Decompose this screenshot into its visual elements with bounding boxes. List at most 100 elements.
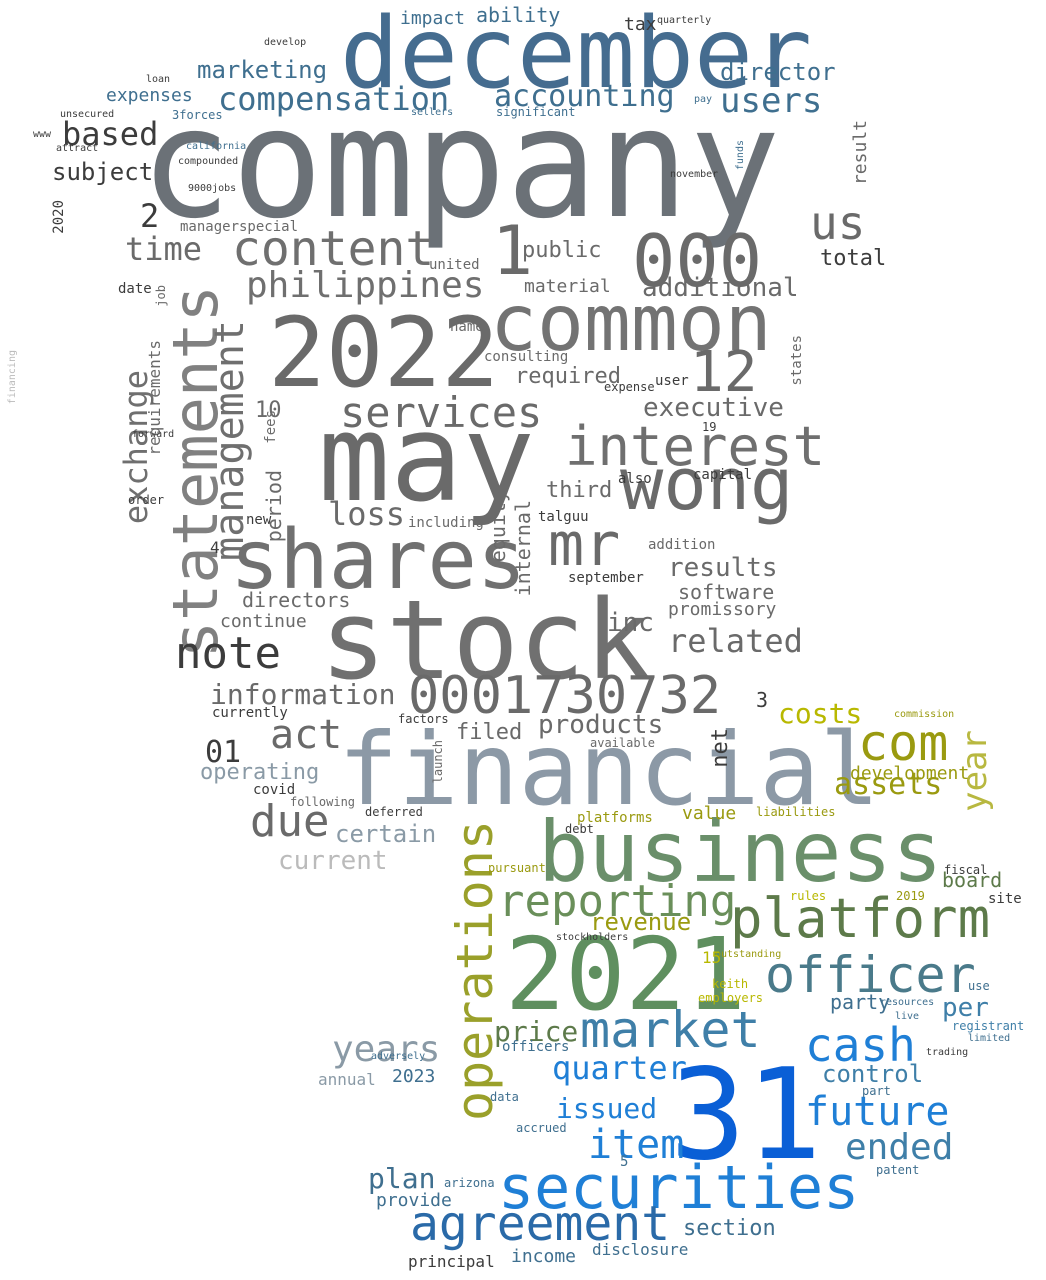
word-15: 15 (702, 948, 722, 967)
word-12: 12 (690, 340, 758, 405)
word-common: common (490, 279, 772, 369)
word-2020: 2020 (51, 200, 67, 234)
word-site: site (988, 891, 1022, 907)
word-party: party (830, 990, 891, 1014)
word-ended: ended (845, 1127, 954, 1168)
word-commission: commission (894, 709, 955, 720)
word-resources: resources (880, 997, 935, 1008)
word-required: required (515, 364, 621, 389)
word-assets: assets (834, 767, 943, 802)
word-patent: patent (876, 1163, 920, 1177)
word-launch: launch (431, 740, 445, 784)
word-including: including (408, 515, 484, 531)
word-stock: stock (320, 576, 652, 704)
word-data: data (490, 1090, 519, 1104)
word-31: 31 (670, 1041, 822, 1188)
word-certain: certain (335, 820, 437, 848)
word-2022: 2022 (268, 297, 500, 409)
word-order: order (128, 493, 165, 507)
word-based: based (62, 115, 159, 153)
word-arizona: arizona (444, 1176, 495, 1190)
word-currently: currently (212, 705, 288, 721)
word-directors: directors (242, 588, 351, 612)
word-value: value (682, 803, 737, 824)
word-future: future (805, 1089, 950, 1135)
word-keith: keith (712, 977, 749, 991)
word-covid: covid (253, 782, 296, 798)
word-third: third (546, 478, 613, 503)
word-business: business (538, 803, 943, 901)
word-funds: funds (735, 140, 746, 171)
word-may: may (318, 390, 535, 529)
word-tax: tax (624, 14, 657, 35)
word-us: us (810, 196, 866, 250)
word-fiscal: fiscal (944, 863, 988, 877)
word-adversely: adversely (371, 1051, 426, 1062)
word-material: material (524, 276, 611, 297)
word-also: also (618, 471, 652, 487)
word-years: years (332, 1029, 441, 1070)
word-disclosure: disclosure (592, 1240, 689, 1259)
word-internal: internal (511, 500, 535, 597)
word-quarterly: quarterly (657, 15, 712, 26)
word-pursuant: pursuant (488, 861, 546, 875)
word-shares: shares (230, 513, 527, 608)
word-time: time (125, 230, 203, 268)
word-cash: cash (805, 1018, 916, 1072)
word-states: states (789, 335, 805, 386)
word-result: result (850, 120, 871, 186)
word-market: market (580, 1001, 761, 1059)
word-loss: loss (328, 495, 406, 533)
word-revenue: revenue (590, 908, 692, 936)
word-registrant: registrant (952, 1019, 1025, 1033)
word-reporting: reporting (498, 876, 737, 927)
word-develop: develop (264, 37, 307, 48)
word-employers: employers (698, 991, 764, 1005)
word-income: income (511, 1246, 577, 1267)
word-2: 2 (140, 197, 160, 235)
word-services: services (340, 388, 543, 437)
word-19: 19 (702, 420, 717, 434)
word-date: date (118, 281, 152, 297)
word-0001730732: 0001730732 (408, 666, 722, 726)
word-accrued: accrued (516, 1121, 567, 1135)
word-pay: pay (694, 94, 713, 105)
word-use: use (968, 979, 990, 993)
word-managerspecial: managerspecial (180, 219, 299, 235)
word-products: products (538, 710, 664, 740)
word-9000jobs: 9000jobs (188, 183, 237, 194)
word-mr: mr (548, 510, 621, 580)
word-quarter: quarter (552, 1049, 687, 1087)
word-content: content (232, 221, 435, 277)
word-board: board (942, 868, 1003, 892)
word-ability: ability (476, 3, 561, 27)
word-addition: addition (648, 537, 716, 553)
word-platforms: platforms (577, 810, 653, 826)
word-continue: continue (220, 611, 307, 632)
word-following: following (290, 795, 356, 809)
word-operating: operating (200, 760, 320, 785)
word-user: user (655, 373, 689, 389)
word-available: available (590, 736, 656, 750)
word-impact: impact (400, 8, 466, 29)
word-annual: annual (318, 1070, 376, 1089)
word-5: 5 (620, 1154, 629, 1170)
word-forward: forward (132, 429, 175, 440)
word-management: management (207, 320, 253, 561)
word-accounting: accounting (494, 79, 675, 114)
word-stockholders: stockholders (556, 932, 629, 943)
word-name: name (450, 319, 484, 335)
word-4: 4 (210, 538, 220, 557)
word-www: www (33, 129, 52, 140)
word-promissory: promissory (668, 599, 777, 620)
word-rules: rules (790, 889, 827, 903)
word-results: results (668, 553, 778, 583)
word-1: 1 (492, 212, 533, 291)
word-com: com (858, 714, 949, 772)
word-fees: fees (263, 410, 279, 444)
word-live: live (895, 1011, 920, 1022)
word-3forces: 3forces (172, 108, 223, 122)
word-company: company (140, 75, 781, 252)
word-significant: significant (496, 105, 576, 119)
word-financing: financing (7, 350, 18, 405)
